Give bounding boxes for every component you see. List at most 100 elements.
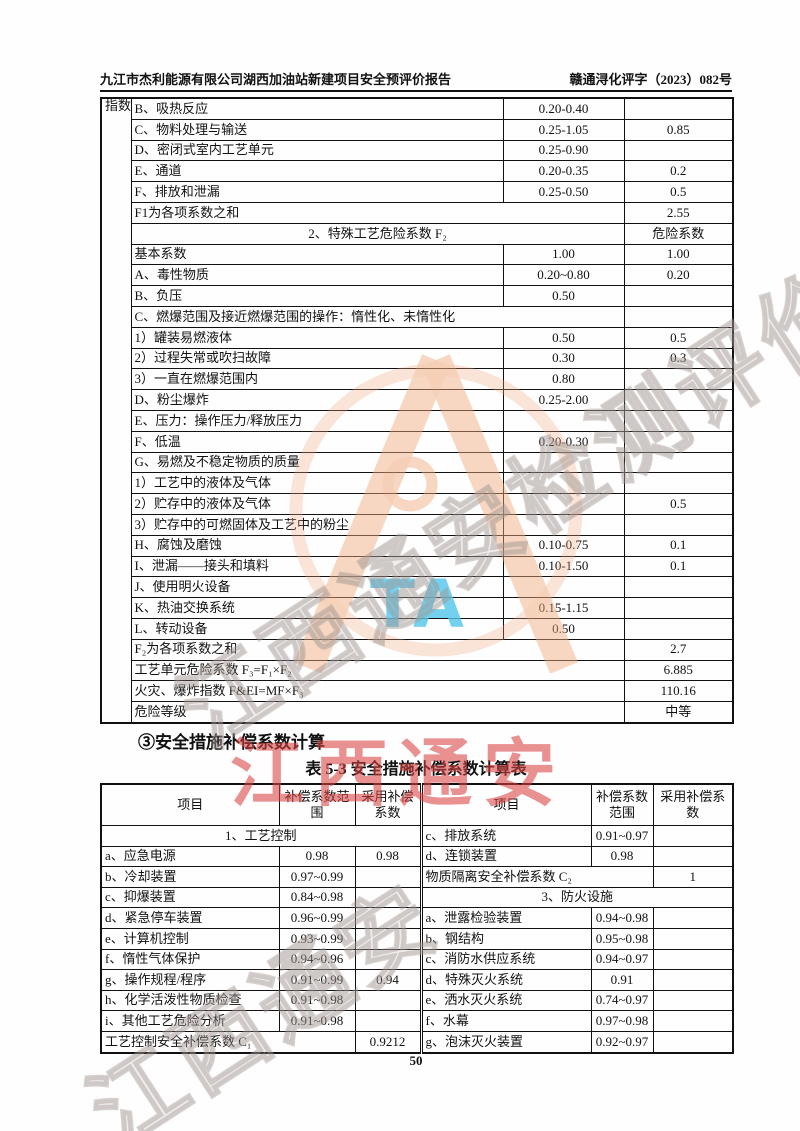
table-row: 危险等级 中等: [101, 701, 734, 724]
table-row: e、计算机控制 0.93~0.99 b、钢结构 0.95~0.98: [100, 927, 734, 950]
item-label-cell: E、压力：操作压力/释放压力: [130, 409, 504, 432]
range-cell: 0.97~0.99: [278, 866, 356, 888]
value-cell: [623, 430, 734, 453]
header-rule: [100, 90, 732, 92]
value-cell: [652, 989, 734, 1012]
value-cell: 110.16: [623, 680, 734, 703]
table-row: J、使用明火设备: [101, 576, 734, 599]
item-label-cell: D、粉尘爆炸: [130, 389, 504, 411]
item-label-cell: a、应急电源: [100, 845, 280, 868]
range-cell: 0.94~0.98: [590, 907, 654, 929]
range-cell: 0.93~0.99: [278, 927, 356, 950]
table-row: L、转动设备 0.50: [101, 617, 734, 640]
value-cell: [623, 285, 734, 307]
value-cell: [354, 907, 422, 929]
value-cell: [623, 617, 734, 640]
header-report-title: 九江市杰利能源有限公司湖西加油站新建项目安全预评价报告: [100, 72, 452, 87]
item-label-cell: G、易燃及不稳定物质的质量: [130, 451, 504, 474]
range-cell: 0.50: [502, 285, 625, 307]
item-label-cell: 3）一直在燃爆范围内: [130, 368, 504, 391]
value-cell: 0.20: [623, 264, 734, 287]
table-row: H、腐蚀及磨蚀 0.10-0.75 0.1: [101, 534, 734, 557]
value-cell: [652, 927, 734, 950]
table-row: F、排放和泄漏 0.25-0.50 0.5: [101, 181, 734, 203]
range-cell: 0.84~0.98: [278, 886, 356, 909]
value-cell: 0.5: [623, 326, 734, 349]
column-header: 采用补偿系数: [354, 783, 422, 826]
range-cell: 0.30: [502, 347, 625, 370]
value-cell: 0.9212: [354, 1030, 422, 1054]
table-row: D、密闭式室内工艺单元 0.25-0.90: [101, 139, 734, 162]
range-cell: 0.15-1.15: [502, 597, 625, 619]
item-label-cell: C、燃爆范围及接近燃爆范围的操作：惰性化、未惰性化: [130, 305, 625, 328]
value-cell: [623, 305, 734, 328]
table-row: 1、工艺控制 c、排放系统 0.91~0.97: [100, 825, 734, 847]
table-row: 工艺控制安全补偿系数 C₁ 0.9212 g、泡沫灭火装置 0.92~0.97: [100, 1030, 734, 1054]
range-cell: [502, 576, 625, 599]
value-cell: 0.98: [354, 845, 422, 868]
item-label-cell: 物质隔离安全补偿系数 C₂: [419, 866, 654, 888]
item-label-cell: d、连锁装置: [419, 845, 592, 868]
group-title-cell: 1、工艺控制: [100, 825, 422, 847]
range-cell: [502, 472, 625, 495]
range-cell: 0.25-2.00: [502, 389, 625, 411]
item-label-cell: e、洒水灭火系统: [419, 989, 592, 1012]
value-cell: [623, 451, 734, 474]
range-cell: 0.94~0.96: [278, 948, 356, 971]
range-cell: 0.91~0.98: [278, 989, 356, 1012]
item-label-cell: c、排放系统: [419, 825, 592, 847]
value-cell: [623, 597, 734, 619]
value-cell: [354, 866, 422, 888]
value-cell: [652, 825, 734, 847]
item-label-cell: I、泄漏——接头和填料: [130, 555, 504, 578]
value-cell: 0.2: [623, 160, 734, 183]
table-row: E、压力：操作压力/释放压力: [101, 409, 734, 432]
table-row: g、操作规程/程序 0.91~0.99 0.94 d、特殊灭火系统 0.91: [100, 969, 734, 991]
value-cell: [623, 513, 734, 536]
table-row: b、冷却装置 0.97~0.99 物质隔离安全补偿系数 C₂ 1: [100, 866, 734, 888]
table-row: D、粉尘爆炸 0.25-2.00: [101, 389, 734, 411]
table-row: i、其他工艺危险分析 0.91~0.98 f、水幕 0.97~0.98: [100, 1010, 734, 1032]
value-cell: 2.55: [623, 201, 734, 224]
table-row: 指数 B、吸热反应 0.20-0.40: [100, 97, 734, 724]
value-cell: 6.885: [623, 659, 734, 682]
range-cell: 0.25-0.90: [502, 139, 625, 162]
item-label-cell: a、泄露检验装置: [419, 907, 592, 929]
table-row: F1为各项系数之和 2.55: [101, 201, 734, 224]
value-cell: 2.7: [623, 638, 734, 661]
value-cell: 0.94: [354, 969, 422, 991]
range-cell: 0.20~0.80: [502, 264, 625, 287]
value-cell: [623, 409, 734, 432]
item-label-cell: 1）工艺中的液体及气体: [130, 472, 504, 495]
item-label-cell: E、通道: [130, 160, 504, 183]
table-row: d、紧急停车装置 0.96~0.99 a、泄露检验装置 0.94~0.98: [100, 907, 734, 929]
item-label-cell: f、水幕: [419, 1010, 592, 1032]
item-label-cell: J、使用明火设备: [130, 576, 504, 599]
range-cell: 0.20-0.40: [502, 97, 625, 120]
range-cell: 0.98: [278, 845, 356, 868]
range-cell: 0.91~0.97: [590, 825, 654, 847]
table-row: F、低温 0.20-0.30: [101, 430, 734, 453]
table-row: K、热油交换系统 0.15-1.15: [101, 597, 734, 619]
value-cell: 0.85: [623, 118, 734, 141]
item-label-cell: i、其他工艺危险分析: [100, 1010, 280, 1032]
item-label-cell: 危险等级: [130, 701, 625, 724]
range-cell: 0.91~0.99: [278, 969, 356, 991]
value-cell: 0.5: [623, 181, 734, 203]
value-cell: [652, 1010, 734, 1032]
range-cell: 0.91: [590, 969, 654, 991]
item-label-cell: F、排放和泄漏: [130, 181, 504, 203]
value-cell: [652, 969, 734, 991]
item-label-cell: B、吸热反应: [130, 97, 504, 120]
value-cell: 1: [652, 866, 734, 888]
range-cell: 0.91~0.98: [278, 1010, 356, 1032]
item-label-cell: 工艺单元危险系数 F₃=F₁×F₂: [130, 659, 625, 682]
item-label-cell: B、负压: [130, 285, 504, 307]
table-row: I、泄漏——接头和填料 0.10-1.50 0.1: [101, 555, 734, 578]
value-cell: [652, 907, 734, 929]
item-label-cell: c、抑爆装置: [100, 886, 280, 909]
item-label-cell: 2）贮存中的液体及气体: [130, 493, 504, 515]
range-cell: 0.95~0.98: [590, 927, 654, 950]
range-cell: [502, 451, 625, 474]
